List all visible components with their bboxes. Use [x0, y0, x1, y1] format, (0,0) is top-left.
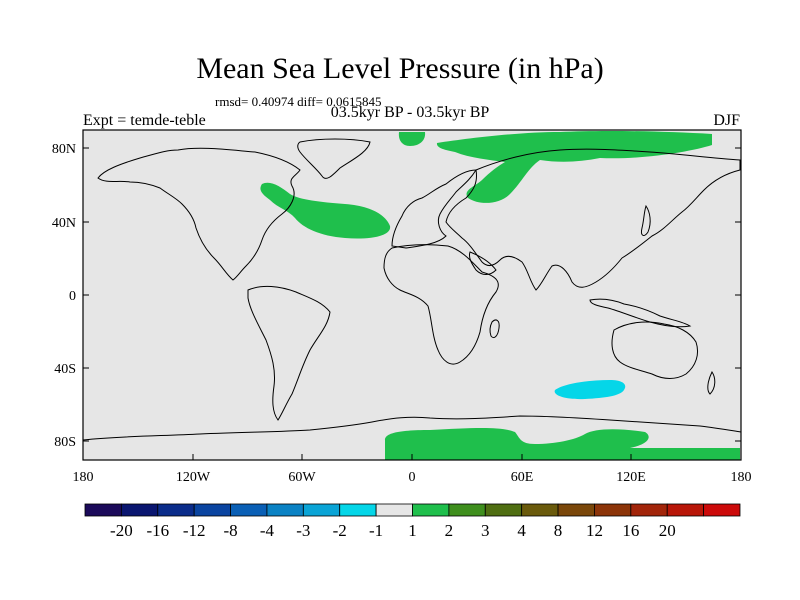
coast-australia — [611, 321, 699, 379]
x-tick-label: 60W — [288, 470, 316, 485]
colorbar-swatch — [666, 503, 705, 517]
colorbar-swatch — [193, 503, 231, 517]
colorbar-label: -8 — [223, 521, 237, 540]
arctic-island-anomaly — [398, 132, 426, 146]
colorbar-label: 20 — [659, 521, 676, 540]
colorbar-swatch — [302, 503, 341, 517]
coast-greenland — [297, 138, 371, 179]
coast-south-america — [247, 285, 331, 421]
x-tick-label: 180 — [731, 470, 752, 485]
x-tick-label: 0 — [409, 470, 416, 485]
y-tick-label: 80N — [52, 142, 76, 157]
colorbar: -20 -16 -12 -8 -4 -3 -2 -1 1 2 3 4 8 12 16 20 — [84, 503, 741, 540]
y-tick-label: 40N — [52, 216, 76, 231]
coastlines — [82, 138, 742, 441]
colorbar-swatch — [230, 503, 268, 517]
colorbar-swatch — [448, 503, 486, 517]
colorbar-swatch — [412, 503, 450, 517]
x-axis: 180 120W 60W 0 60E 120E 180 — [73, 454, 752, 485]
colorbar-swatch — [157, 503, 195, 517]
coast-madagascar — [489, 319, 500, 339]
experiment-label: Expt = temde-teble — [83, 112, 206, 129]
colorbar-swatch — [484, 503, 523, 517]
colorbar-swatch — [266, 503, 304, 517]
colorbar-label: -20 — [110, 521, 133, 540]
y-tick-label: 0 — [69, 289, 76, 304]
coast-new-zealand — [707, 371, 716, 395]
coast-japan — [641, 204, 651, 236]
colorbar-swatch — [120, 503, 159, 517]
colorbar-label: -1 — [369, 521, 383, 540]
colorbar-label: 12 — [586, 521, 603, 540]
y-tick-label: 80S — [54, 435, 76, 450]
positive-anomaly-regions — [260, 130, 740, 460]
colorbar-label: -12 — [183, 521, 206, 540]
map-title: Mean Sea Level Pressure (in hPa) — [196, 52, 604, 85]
stats-subtitle: rmsd= 0.40974 diff= 0.0615845 — [215, 94, 382, 109]
colorbar-label: 2 — [445, 521, 454, 540]
colorbar-label: 4 — [517, 521, 526, 540]
x-tick-label: 180 — [73, 470, 94, 485]
antarctic-anomaly — [385, 428, 740, 460]
colorbar-swatch — [84, 503, 122, 517]
colorbar-swatch — [557, 503, 595, 517]
season-label: DJF — [713, 112, 740, 129]
coast-asia — [445, 148, 741, 291]
colorbar-label: -3 — [296, 521, 310, 540]
y-axis: 80N 40N 0 40S 80S — [52, 142, 741, 450]
north-atlantic-anomaly — [260, 182, 391, 239]
coast-north-america — [97, 147, 301, 281]
colorbar-swatch — [630, 503, 668, 517]
arctic-siberia-anomaly — [436, 130, 712, 203]
colorbar-swatch — [339, 503, 377, 517]
southern-ocean-anomaly — [554, 380, 626, 400]
colorbar-swatch — [594, 503, 632, 517]
colorbar-label: 16 — [622, 521, 639, 540]
x-tick-label: 120W — [176, 470, 211, 485]
colorbar-label: -4 — [260, 521, 275, 540]
coast-africa — [383, 244, 499, 365]
period-label: 03.5kyr BP - 03.5kyr BP — [330, 104, 490, 121]
coast-arabia — [469, 251, 497, 275]
x-tick-label: 120E — [616, 470, 646, 485]
y-tick-label: 40S — [54, 362, 76, 377]
coast-indonesia — [589, 298, 692, 328]
coast-antarctica — [82, 415, 742, 441]
colorbar-label: -16 — [146, 521, 169, 540]
colorbar-label: 3 — [481, 521, 490, 540]
colorbar-label: -2 — [333, 521, 347, 540]
colorbar-label: 8 — [554, 521, 563, 540]
colorbar-label: 1 — [408, 521, 417, 540]
colorbar-swatch — [521, 503, 559, 517]
colorbar-swatch — [375, 503, 413, 517]
x-tick-label: 60E — [511, 470, 534, 485]
colorbar-swatch — [703, 503, 741, 517]
